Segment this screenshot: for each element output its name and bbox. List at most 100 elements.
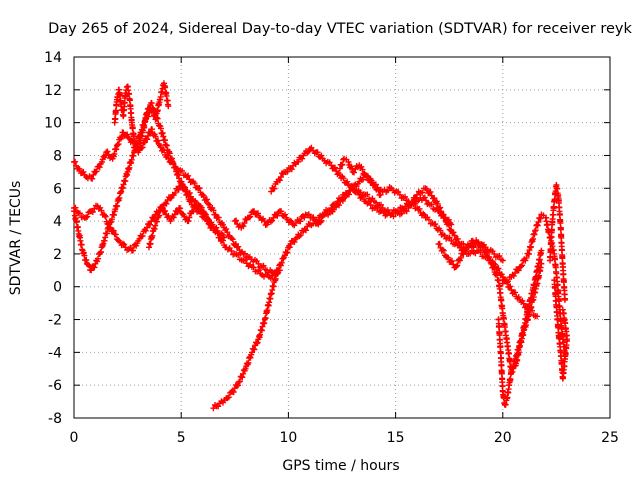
data-point <box>225 394 232 401</box>
data-point <box>203 196 210 203</box>
series-track-n <box>551 277 571 382</box>
data-point <box>398 210 405 217</box>
data-point <box>434 200 441 207</box>
data-point <box>405 205 412 211</box>
data-point <box>499 257 506 264</box>
data-point <box>278 259 285 266</box>
x-tick-label: 25 <box>601 430 619 446</box>
data-point <box>330 206 337 213</box>
data-point <box>138 233 145 240</box>
data-point <box>162 208 169 214</box>
data-point <box>233 217 240 224</box>
data-point <box>325 211 332 218</box>
data-point <box>413 195 419 202</box>
data-point <box>102 213 109 220</box>
data-point <box>96 164 103 171</box>
data-point <box>456 244 463 251</box>
data-point <box>432 221 439 228</box>
y-tick-label: -2 <box>48 313 62 329</box>
data-point <box>88 267 95 274</box>
y-tick-label: -8 <box>48 411 62 427</box>
data-point <box>384 187 391 194</box>
data-point <box>72 158 79 165</box>
data-point <box>84 261 91 268</box>
data-point <box>534 313 541 320</box>
data-point <box>228 235 235 242</box>
data-point <box>156 212 163 219</box>
data-point <box>206 201 213 208</box>
data-point <box>357 189 364 196</box>
data-point <box>440 247 447 254</box>
data-point <box>130 247 136 254</box>
data-point <box>421 194 428 201</box>
data-point <box>295 158 302 165</box>
data-point <box>378 201 384 208</box>
data-point <box>416 205 423 212</box>
data-point <box>115 141 122 148</box>
data-point <box>446 234 453 241</box>
data-point <box>462 248 469 255</box>
x-tick-label: 20 <box>494 430 512 446</box>
y-tick-label: 14 <box>44 50 62 66</box>
data-point <box>374 184 381 191</box>
data-point <box>344 178 351 185</box>
data-point <box>102 152 109 159</box>
data-point <box>163 200 170 207</box>
data-point <box>339 161 346 168</box>
data-point <box>291 239 298 246</box>
data-point <box>254 339 261 346</box>
data-point <box>224 229 231 236</box>
data-point <box>441 232 448 239</box>
data-point <box>223 226 230 233</box>
data-point <box>372 199 379 206</box>
data-point <box>340 175 347 182</box>
data-point <box>487 257 494 264</box>
data-point <box>454 262 461 269</box>
data-point <box>297 231 304 238</box>
x-tick-label: 0 <box>70 430 79 446</box>
data-point <box>438 208 445 215</box>
data-point <box>184 191 191 198</box>
data-point <box>253 340 260 347</box>
data-point <box>110 227 117 234</box>
data-point <box>89 175 96 182</box>
data-point <box>422 185 429 192</box>
data-point <box>474 239 481 246</box>
data-point <box>345 159 352 165</box>
data-point <box>314 149 321 156</box>
data-point <box>288 166 295 173</box>
data-point <box>131 136 137 142</box>
data-point <box>420 210 427 217</box>
data-point <box>76 210 83 217</box>
data-point <box>261 218 268 225</box>
data-point <box>196 185 203 191</box>
y-tick-label: -4 <box>48 345 62 361</box>
data-point <box>284 249 291 256</box>
data-point <box>351 169 357 176</box>
data-point <box>359 166 366 173</box>
y-tick-label: -6 <box>48 378 62 394</box>
x-tick-label: 10 <box>279 430 297 446</box>
data-point <box>84 213 91 220</box>
data-point <box>488 261 495 267</box>
data-point <box>152 133 159 140</box>
data-point <box>507 283 514 290</box>
data-point <box>336 202 342 209</box>
y-tick-label: 10 <box>44 116 62 132</box>
data-point <box>490 264 497 271</box>
data-point <box>197 203 204 210</box>
data-point <box>191 180 198 187</box>
data-point <box>205 217 212 224</box>
data-point <box>453 263 460 270</box>
data-point <box>518 263 524 270</box>
data-point <box>215 214 222 221</box>
data-point <box>292 220 299 227</box>
series-track-m <box>547 182 568 303</box>
data-point <box>423 186 430 193</box>
data-point <box>235 252 242 258</box>
data-point <box>170 214 177 221</box>
series-track-d <box>111 80 172 152</box>
data-point <box>247 213 254 220</box>
data-point <box>303 227 309 234</box>
data-point <box>419 189 426 196</box>
